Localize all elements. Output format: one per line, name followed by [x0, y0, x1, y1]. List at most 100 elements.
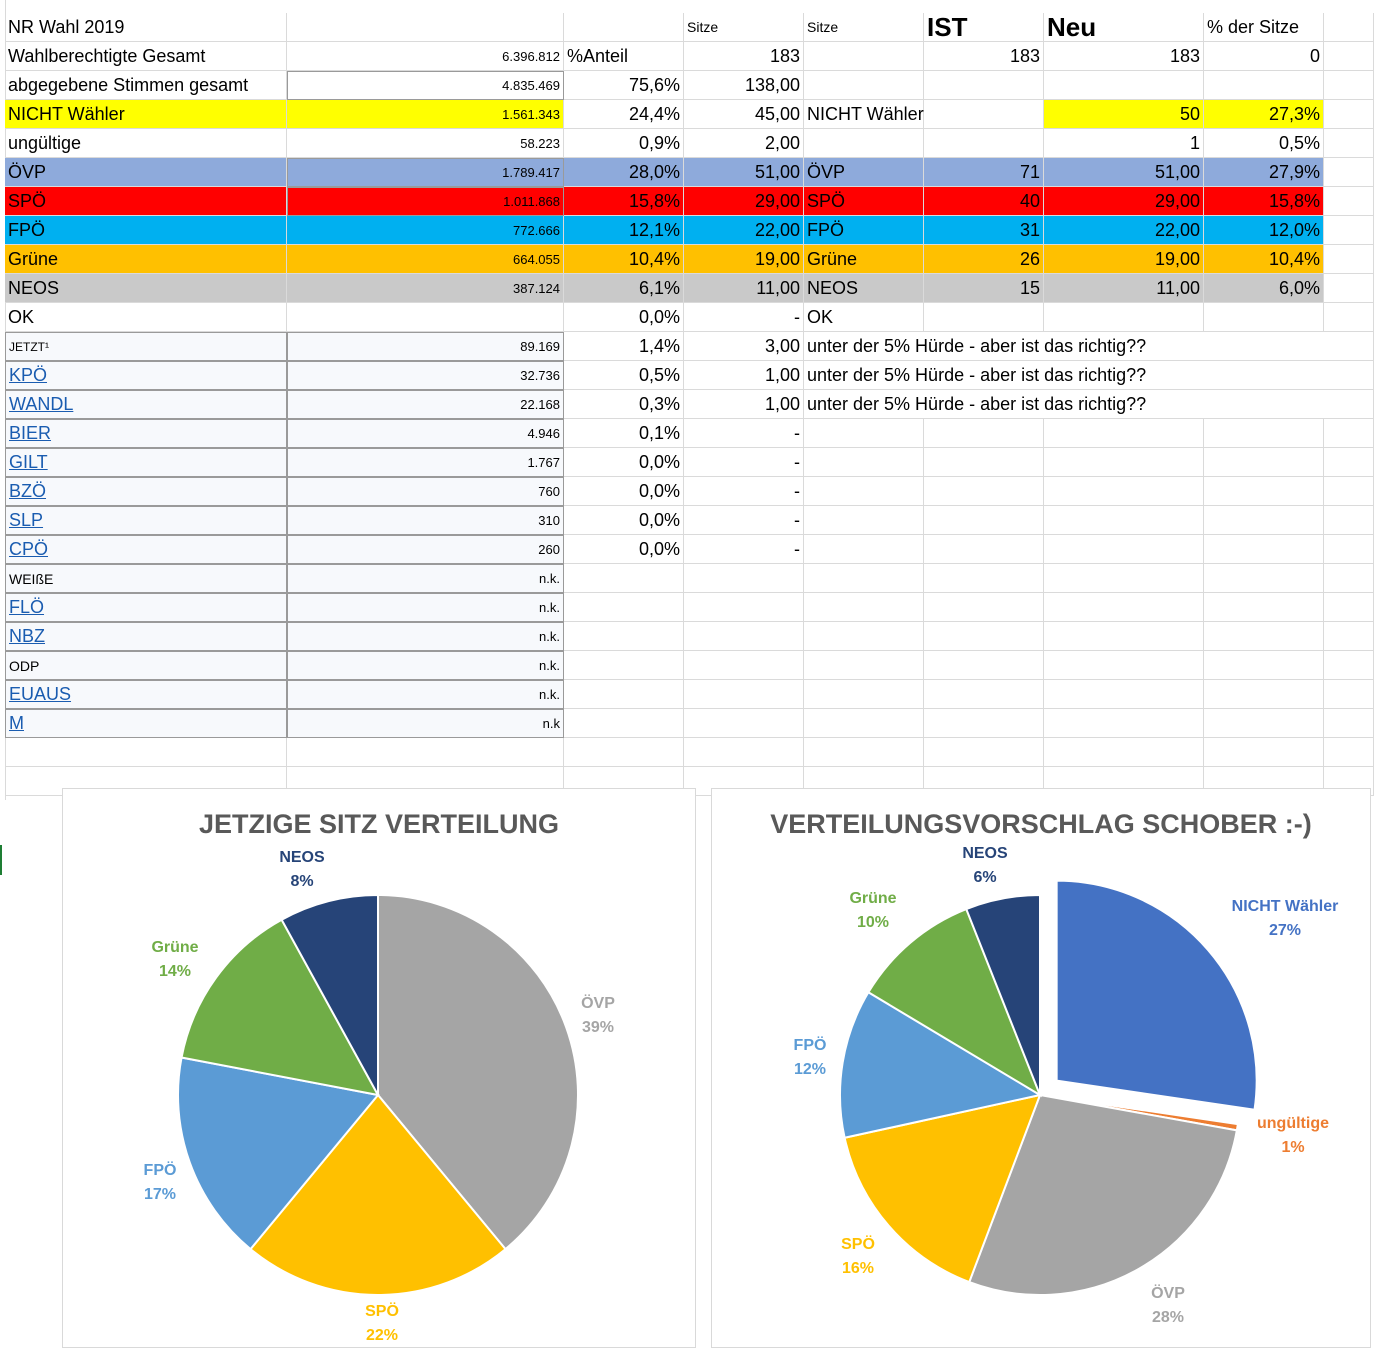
party-label[interactable]: FPÖ [5, 216, 287, 245]
row-pct[interactable]: 0 [1204, 42, 1324, 71]
small-party-votes[interactable]: 22.168 [287, 390, 564, 419]
small-party-label[interactable]: CPÖ [5, 535, 287, 564]
pie-slice-fp-[interactable] [177, 1056, 380, 1251]
header-sitze-2[interactable]: Sitze [804, 13, 924, 42]
party-label[interactable]: SPÖ [5, 187, 287, 216]
cell-24-f[interactable] [924, 709, 1044, 738]
party-label[interactable]: NEOS [5, 274, 287, 303]
row-votes[interactable]: 4.835.469 [287, 71, 564, 100]
small-party-seats[interactable] [684, 622, 804, 651]
party-neu[interactable]: 29,00 [1044, 187, 1204, 216]
row-votes[interactable]: 1.561.343 [287, 100, 564, 129]
party-ist[interactable]: 31 [924, 216, 1044, 245]
small-party-share[interactable]: 0,1% [564, 419, 684, 448]
party-ist[interactable]: 15 [924, 274, 1044, 303]
small-party-seats[interactable]: 3,00 [684, 332, 804, 361]
cell-15-e[interactable] [804, 448, 924, 477]
small-party-votes[interactable]: 1.767 [287, 448, 564, 477]
small-party-seats[interactable] [684, 709, 804, 738]
small-party-share[interactable]: 1,4% [564, 332, 684, 361]
row-pct[interactable]: 0,5% [1204, 129, 1324, 158]
row-neu[interactable]: 1 [1044, 129, 1204, 158]
party-label-2[interactable]: SPÖ [804, 187, 924, 216]
small-party-share[interactable]: 0,0% [564, 535, 684, 564]
row-share[interactable]: 0,9% [564, 129, 684, 158]
party-label[interactable]: OK [5, 303, 287, 332]
party-seats[interactable]: 51,00 [684, 158, 804, 187]
small-party-seats[interactable] [684, 680, 804, 709]
party-share[interactable]: 10,4% [564, 245, 684, 274]
cell-25-e[interactable] [804, 738, 924, 767]
cell-24-e[interactable] [804, 709, 924, 738]
small-party-votes[interactable]: 32.736 [287, 361, 564, 390]
cell-16-h[interactable] [1204, 477, 1324, 506]
party-label-2[interactable]: OK [804, 303, 924, 332]
small-party-seats[interactable]: - [684, 506, 804, 535]
cell-21-f[interactable] [924, 622, 1044, 651]
party-pct[interactable]: 10,4% [1204, 245, 1324, 274]
cell-22-e[interactable] [804, 651, 924, 680]
cell-15-g[interactable] [1044, 448, 1204, 477]
small-party-votes[interactable]: 4.946 [287, 419, 564, 448]
row-seats[interactable]: 183 [684, 42, 804, 71]
row-ist[interactable] [924, 100, 1044, 129]
cell-19-g[interactable] [1044, 564, 1204, 593]
small-party-votes[interactable]: n.k. [287, 680, 564, 709]
cell-20-g[interactable] [1044, 593, 1204, 622]
cell-22-h[interactable] [1204, 651, 1324, 680]
party-seats[interactable]: 19,00 [684, 245, 804, 274]
cell-17-e[interactable] [804, 506, 924, 535]
small-party-seats[interactable]: 1,00 [684, 390, 804, 419]
small-party-label[interactable]: WANDL [5, 390, 287, 419]
small-party-share[interactable] [564, 651, 684, 680]
party-ist[interactable]: 26 [924, 245, 1044, 274]
cell-23-h[interactable] [1204, 680, 1324, 709]
row-seats[interactable]: 138,00 [684, 71, 804, 100]
small-party-seats[interactable] [684, 651, 804, 680]
small-party-share[interactable] [564, 680, 684, 709]
pie-slice--vp[interactable] [967, 1093, 1239, 1296]
cell-20-h[interactable] [1204, 593, 1324, 622]
cell-24-g[interactable] [1044, 709, 1204, 738]
party-seats[interactable]: - [684, 303, 804, 332]
row-label-2[interactable] [804, 42, 924, 71]
small-party-share[interactable] [564, 709, 684, 738]
cell-title[interactable]: NR Wahl 2019 [5, 13, 287, 42]
cell-14-f[interactable] [924, 419, 1044, 448]
small-party-label[interactable]: BIER [5, 419, 287, 448]
small-party-label[interactable]: WEIßE [5, 564, 287, 593]
cell-19-h[interactable] [1204, 564, 1324, 593]
cell-14-g[interactable] [1044, 419, 1204, 448]
cell-25-f[interactable] [924, 738, 1044, 767]
cell-0-b[interactable] [287, 13, 564, 42]
small-party-label[interactable]: SLP [5, 506, 287, 535]
header-pct-seats[interactable]: % der Sitze [1204, 13, 1324, 42]
small-party-share[interactable] [564, 564, 684, 593]
header-ist[interactable]: IST [924, 12, 1044, 42]
small-party-label[interactable]: ODP [5, 651, 287, 680]
party-pct[interactable] [1204, 303, 1324, 332]
party-votes[interactable]: 1.789.417 [287, 158, 564, 187]
pie-slice-fp-[interactable] [839, 990, 1043, 1139]
small-party-votes[interactable]: 260 [287, 535, 564, 564]
cell-15-h[interactable] [1204, 448, 1324, 477]
header-neu[interactable]: Neu [1044, 12, 1204, 42]
party-pct[interactable]: 12,0% [1204, 216, 1324, 245]
party-seats[interactable]: 29,00 [684, 187, 804, 216]
pie-slice-sp-[interactable] [843, 1093, 1042, 1284]
party-share[interactable]: 12,1% [564, 216, 684, 245]
party-ist[interactable]: 71 [924, 158, 1044, 187]
party-pct[interactable]: 15,8% [1204, 187, 1324, 216]
row-pct[interactable] [1204, 71, 1324, 100]
small-party-votes[interactable]: 310 [287, 506, 564, 535]
row-seats[interactable]: 2,00 [684, 129, 804, 158]
party-label[interactable]: Grüne [5, 245, 287, 274]
row-share[interactable]: 24,4% [564, 100, 684, 129]
small-party-votes[interactable]: n.k. [287, 622, 564, 651]
small-party-seats[interactable] [684, 593, 804, 622]
party-seats[interactable]: 11,00 [684, 274, 804, 303]
small-party-votes[interactable]: n.k. [287, 564, 564, 593]
row-label-2[interactable] [804, 71, 924, 100]
pie-slice-nicht-w-hler[interactable] [1055, 879, 1258, 1111]
row-label[interactable]: abgegebene Stimmen gesamt [5, 71, 287, 100]
